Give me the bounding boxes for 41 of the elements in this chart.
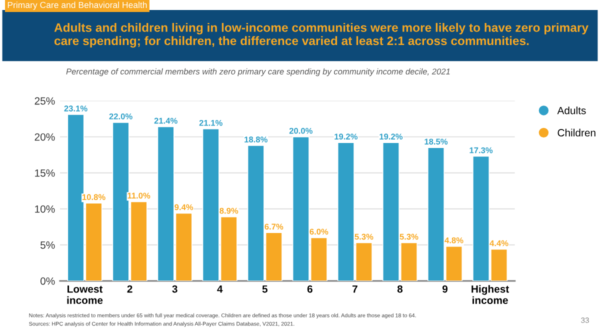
x-tick-label: 8 (397, 285, 403, 293)
y-tick-label: 10% (35, 205, 55, 213)
data-label: 6.0% (310, 228, 328, 235)
data-label: 22.0% (109, 113, 132, 120)
x-tick-label: 2 (127, 285, 132, 293)
data-label: 21.4% (154, 118, 178, 124)
data-label: 4.8% (444, 237, 464, 244)
y-tick-label: 15% (35, 169, 55, 177)
data-label: 4.4% (490, 240, 508, 246)
y-tick-label: 20% (34, 133, 55, 141)
data-label: 21.1% (199, 120, 222, 126)
data-label: 9.4% (174, 204, 194, 210)
data-label: 19.2% (334, 134, 358, 140)
data-label: 23.1% (64, 106, 88, 112)
x-tick-label: Lowest income (67, 285, 103, 304)
y-tick-label: 25% (34, 97, 55, 105)
y-tick-label: 5% (40, 241, 55, 249)
x-tick-label: 6 (307, 285, 312, 293)
chart-title: Adults and children living in low-income communities were more likely to have zero primary care spending; for children, the difference varied at least 2:1 across communities. (54, 22, 588, 48)
x-tick-label: Highest income (472, 285, 510, 304)
x-tick-label: 5 (262, 285, 268, 293)
chart-subtitle: Percentage of commercial members with zero primary care spending by community income decile, 2021 (66, 68, 450, 76)
data-label: 18.8% (244, 136, 268, 142)
y-tick-label: 0% (40, 277, 55, 285)
data-label: 17.3% (470, 147, 493, 154)
x-tick-label: 9 (442, 285, 448, 293)
data-label: 5.3% (354, 234, 374, 240)
data-label: 18.5% (424, 138, 448, 145)
legend-label: Children (558, 128, 596, 136)
data-label: 19.2% (380, 134, 403, 140)
data-label: 20.0% (289, 128, 313, 134)
x-tick-label: 7 (352, 285, 358, 293)
legend-label: Adults (557, 106, 586, 114)
data-label: 6.7% (264, 224, 284, 230)
data-label: 8.9% (220, 208, 238, 214)
data-label: 5.3% (400, 234, 418, 240)
data-label: 11.0% (128, 192, 150, 199)
x-tick-label: 3 (172, 285, 178, 293)
text: Primary Care and Behavioral Health (8, 2, 147, 10)
x-tick-label: 4 (217, 285, 223, 293)
data-label: 10.8% (82, 194, 106, 200)
